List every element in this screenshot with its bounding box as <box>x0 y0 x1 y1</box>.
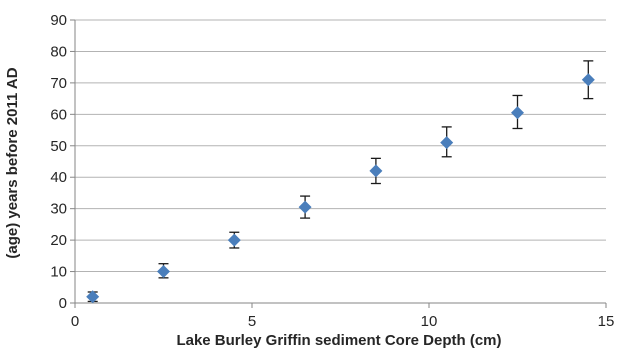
y-tick-label-60: 60 <box>50 106 67 123</box>
y-tick-label-90: 90 <box>50 12 67 29</box>
y-tick-label-80: 80 <box>50 43 67 60</box>
data-point <box>511 106 524 120</box>
y-tick-label-30: 30 <box>50 201 67 218</box>
data-point <box>440 136 454 150</box>
data-point <box>298 200 312 214</box>
x-tick-labels: 0 5 10 15 <box>71 313 615 330</box>
x-tick-label-15: 15 <box>598 313 615 330</box>
x-tick-label-10: 10 <box>421 313 438 330</box>
x-tick-label-5: 5 <box>248 313 256 330</box>
x-tick-label-0: 0 <box>71 313 79 330</box>
y-axis-title: (age) years before 2011 AD <box>4 67 21 258</box>
y-tick-label-20: 20 <box>50 232 67 249</box>
axes <box>70 19 607 308</box>
data-point <box>227 233 241 247</box>
y-tick-label-40: 40 <box>50 169 67 186</box>
y-tick-label-50: 50 <box>50 138 67 155</box>
data-point <box>581 73 595 87</box>
gridlines <box>75 19 606 273</box>
y-tick-label-0: 0 <box>59 295 67 312</box>
y-tick-labels: 0 10 20 30 40 50 60 70 80 90 <box>50 12 67 312</box>
y-tick-label-10: 10 <box>50 264 67 281</box>
y-tick-label-70: 70 <box>50 75 67 92</box>
data-point <box>369 164 383 178</box>
x-axis-title: Lake Burley Griffin sediment Core Depth … <box>176 332 501 349</box>
data-point <box>86 290 100 304</box>
data-points <box>86 73 595 304</box>
data-point <box>157 265 170 279</box>
